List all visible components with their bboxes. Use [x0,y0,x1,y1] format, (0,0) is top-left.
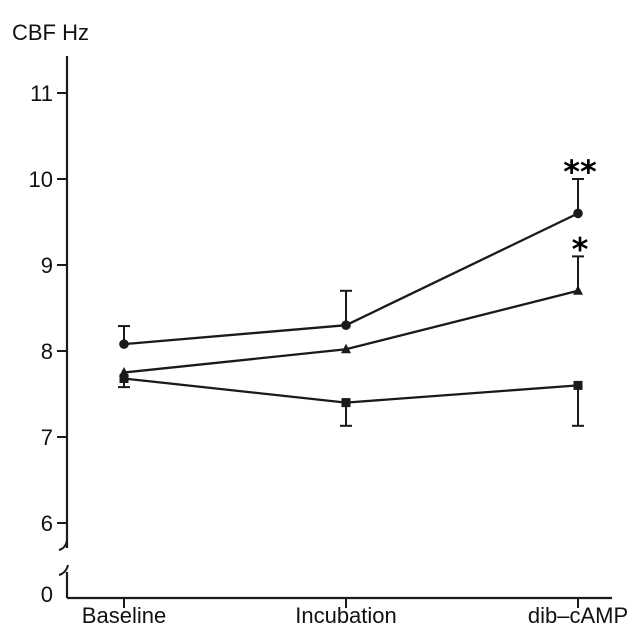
data-point-circle [341,320,351,331]
y-tick-label: 0 [41,582,53,607]
y-axis-title: CBF Hz [12,20,89,45]
series-line-square [123,377,579,404]
x-axis-ticks: Baseline Incubation dib–cAMP [82,598,628,628]
annotations: *** [563,153,597,268]
axis-break-mark [58,539,69,576]
series-line-triangle [123,289,579,374]
series-square [118,374,584,427]
data-point-circle [573,208,583,219]
y-tick-label: 8 [41,339,53,364]
y-tick-label: 6 [41,511,53,536]
data-point-triangle [573,285,583,295]
series-circle [118,178,584,349]
axes [58,56,612,600]
x-tick-label: Incubation [295,603,397,628]
data-point-triangle [341,343,351,354]
series-triangle [119,255,584,377]
y-tick-label: 10 [29,167,53,192]
data-point-square [341,398,351,408]
x-tick-label: Baseline [82,603,166,628]
significance-annotation: ** [563,153,597,191]
data-point-square [573,380,583,390]
y-tick-label: 9 [41,253,53,278]
significance-annotation: * [572,230,589,268]
data-point-circle [119,339,129,349]
y-tick-label: 7 [41,425,53,450]
series-line-circle [123,212,579,346]
x-tick-label: dib–cAMP [528,603,628,628]
series-group [118,178,584,427]
y-axis-ticks: 0 6 7 8 9 10 11 [29,81,67,607]
y-tick-label: 11 [30,81,53,106]
data-point-square [119,374,129,384]
